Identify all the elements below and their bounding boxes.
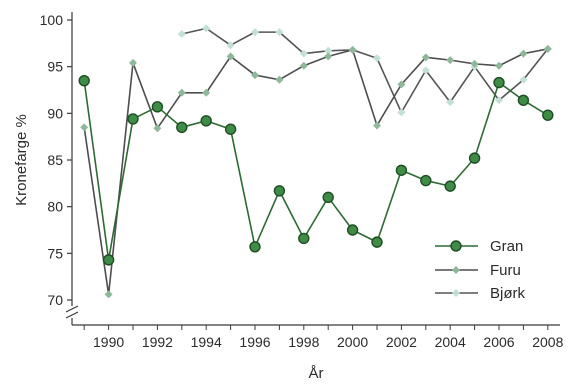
data-point-gran [78, 74, 90, 87]
x-tick-label: 1998 [288, 334, 319, 350]
y-tick-label: 80 [47, 199, 63, 215]
data-point-furu [202, 88, 211, 97]
x-tick-label: 2006 [483, 334, 514, 350]
data-point-gran [493, 76, 505, 89]
data-point-gran [468, 152, 481, 164]
legend-label-furu: Furu [490, 262, 521, 279]
x-tick-label: 2008 [532, 334, 563, 350]
data-point-furu [446, 56, 455, 65]
data-point-gran [151, 101, 164, 113]
data-point-gran [420, 174, 432, 187]
data-point-gran [371, 236, 383, 248]
data-point-furu [324, 52, 333, 61]
data-point-furu [153, 124, 162, 133]
legend-label-gran: Gran [490, 238, 523, 255]
data-point-bjork [397, 108, 406, 117]
data-point-bjork [299, 49, 308, 58]
data-point-furu [373, 121, 381, 130]
data-point-furu [226, 52, 235, 61]
data-point-gran [224, 123, 237, 135]
data-point-gran [444, 180, 456, 192]
legend-item-bjork: Bjørk [435, 285, 525, 302]
data-point-bjork [519, 75, 528, 84]
data-point-furu [104, 290, 113, 299]
data-point-bjork [177, 30, 186, 38]
y-tick-label: 70 [47, 292, 63, 308]
legend-marker-gran [450, 240, 462, 252]
x-tick-label: 1992 [142, 334, 173, 350]
legend-item-furu: Furu [435, 262, 521, 279]
data-point-furu [421, 53, 430, 62]
x-tick-label: 1990 [93, 334, 124, 350]
data-point-furu [299, 61, 308, 70]
y-tick-label: 85 [47, 152, 63, 168]
data-point-gran [200, 115, 212, 127]
x-tick-label: 1996 [239, 334, 270, 350]
y-tick-label: 95 [47, 59, 63, 75]
data-point-furu [348, 45, 357, 54]
data-point-furu [129, 58, 137, 67]
x-tick-label: 2002 [386, 334, 417, 350]
data-point-gran [298, 232, 310, 245]
y-tick-label: 100 [40, 12, 64, 28]
data-point-bjork [251, 28, 259, 37]
data-point-bjork [446, 98, 455, 107]
data-point-gran [273, 185, 286, 197]
chart-tick-labels: 70 75 80 85 90 95 100 1990 1992 1994 1996 1998 2000 2… [40, 12, 564, 350]
data-point-furu [543, 44, 552, 53]
legend-item-gran: Gran [435, 238, 523, 255]
y-tick-label: 90 [47, 105, 63, 121]
data-point-furu [397, 80, 406, 89]
data-point-gran [395, 164, 408, 176]
data-point-furu [80, 123, 89, 132]
series-line-furu [83, 48, 548, 296]
x-axis-label: År [309, 365, 324, 382]
data-point-gran [542, 109, 554, 121]
legend-marker-bjork [452, 289, 460, 297]
legend-label-bjork: Bjørk [490, 285, 525, 302]
data-point-gran [517, 94, 530, 106]
data-point-gran [322, 191, 334, 204]
data-point-furu [495, 61, 503, 70]
data-point-gran [102, 254, 115, 266]
chart-series-markers [78, 24, 554, 299]
data-point-gran [346, 224, 359, 236]
y-axis-break-mark [65, 305, 79, 313]
chart-legend: Gran Furu Bjørk [435, 238, 525, 302]
data-point-furu [251, 71, 259, 80]
y-tick-label: 75 [47, 245, 63, 261]
x-tick-label: 2004 [435, 334, 466, 350]
data-point-bjork [324, 46, 333, 55]
data-point-furu [275, 75, 284, 84]
series-line-bjork [181, 27, 549, 114]
data-point-furu [470, 59, 479, 68]
data-point-gran [176, 121, 188, 134]
data-point-furu [519, 49, 528, 58]
y-axis-break-mark [65, 311, 79, 319]
y-axis-label: Kronefarge % [13, 114, 30, 206]
x-tick-label: 2000 [337, 334, 368, 350]
x-tick-label: 1994 [191, 334, 222, 350]
legend-marker-furu [452, 266, 460, 274]
data-point-gran [249, 241, 261, 253]
data-point-bjork [373, 54, 381, 63]
data-point-bjork [202, 24, 211, 33]
chart-axes [65, 12, 560, 330]
data-point-bjork [226, 41, 235, 50]
data-point-bjork [495, 96, 503, 105]
data-point-bjork [275, 28, 284, 37]
data-point-bjork [421, 66, 430, 75]
data-point-furu [177, 88, 186, 97]
data-point-gran [127, 113, 139, 125]
